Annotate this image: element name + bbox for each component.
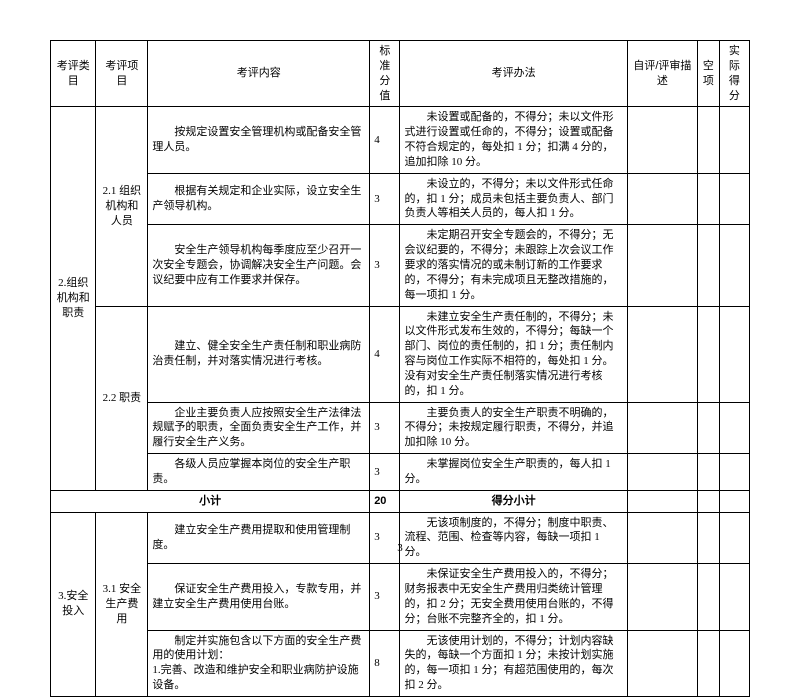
page-number: 3 [0,542,800,554]
content-cell: 安全生产领导机构每季度应至少召开一次安全专题会，协调解决安全生产问题。会议纪要中… [148,225,370,306]
self-cell [627,306,697,402]
method-cell: 未设立的，不得分；未以文件形式任命的，扣 1 分；成员未包括主要负责人、部门负责… [400,173,627,225]
empty-cell [698,107,720,173]
actual-cell [719,564,749,630]
content-cell: 制定并实施包含以下方面的安全生产费用的使用计划： 1.完善、改造和维护安全和职业… [148,630,370,696]
empty-cell [698,173,720,225]
actual-cell [719,107,749,173]
content-cell: 保证安全生产费用投入，专款专用，并建立安全生产费用使用台账。 [148,564,370,630]
th-item: 考评项目 [96,41,148,107]
table-row: 制定并实施包含以下方面的安全生产费用的使用计划： 1.完善、改造和维护安全和职业… [51,630,750,696]
content-cell: 企业主要负责人应按照安全生产法律法规赋予的职责，全面负责安全生产工作，并履行安全… [148,402,370,454]
content-cell: 按规定设置安全管理机构或配备安全管理人员。 [148,107,370,173]
th-score: 标准分值 [370,41,400,107]
score-cell: 8 [370,630,400,696]
actual-cell [719,225,749,306]
self-cell [627,512,697,564]
empty-cell [698,630,720,696]
empty-cell [698,306,720,402]
method-cell: 未建立安全生产责任制的，不得分；未以文件形式发布生效的，不得分；每缺一个部门、岗… [400,306,627,402]
score-cell: 4 [370,107,400,173]
score-cell: 3 [370,512,400,564]
self-cell [627,564,697,630]
subtotal-method: 得分小计 [400,490,627,512]
category-cell: 3.安全投入 [51,512,96,696]
th-category: 考评类目 [51,41,96,107]
method-cell: 无该使用计划的，不得分；计划内容缺失的，每缺一个方面扣 1 分；未按计划实施的，… [400,630,627,696]
method-cell: 无该项制度的，不得分；制度中职责、流程、范围、检查等内容，每缺一项扣 1 分。 [400,512,627,564]
empty-cell [698,564,720,630]
score-cell: 3 [370,564,400,630]
table-row: 3.安全投入 3.1 安全生产费用 建立安全生产费用提取和使用管理制度。 3 无… [51,512,750,564]
empty-cell [698,512,720,564]
self-cell [627,107,697,173]
method-cell: 未设置或配备的，不得分；未以文件形式进行设置或任命的，不得分；设置或配备不符合规… [400,107,627,173]
actual-cell [719,402,749,454]
content-cell: 各级人员应掌握本岗位的安全生产职责。 [148,454,370,491]
th-method: 考评办法 [400,41,627,107]
method-cell: 未掌握岗位安全生产职责的，每人扣 1 分。 [400,454,627,491]
subtotal-label: 小计 [51,490,370,512]
content-cell: 建立安全生产费用提取和使用管理制度。 [148,512,370,564]
table-row: 根据有关规定和企业实际，设立安全生产领导机构。 3 未设立的，不得分；未以文件形… [51,173,750,225]
score-cell: 3 [370,402,400,454]
score-cell: 3 [370,454,400,491]
table-row: 2.2 职责 建立、健全安全生产责任制和职业病防治责任制，并对落实情况进行考核。… [51,306,750,402]
self-cell [627,490,697,512]
empty-cell [698,402,720,454]
item-cell: 2.2 职责 [96,306,148,490]
actual-cell [719,306,749,402]
category-cell: 2.组织机构和职责 [51,107,96,490]
empty-cell [698,225,720,306]
table-row: 保证安全生产费用投入，专款专用，并建立安全生产费用使用台账。 3 未保证安全生产… [51,564,750,630]
subtotal-row: 小计 20 得分小计 [51,490,750,512]
score-cell: 4 [370,306,400,402]
table-row: 各级人员应掌握本岗位的安全生产职责。 3 未掌握岗位安全生产职责的，每人扣 1 … [51,454,750,491]
content-cell: 根据有关规定和企业实际，设立安全生产领导机构。 [148,173,370,225]
subtotal-score: 20 [370,490,400,512]
table-row: 企业主要负责人应按照安全生产法律法规赋予的职责，全面负责安全生产工作，并履行安全… [51,402,750,454]
method-cell: 未保证安全生产费用投入的，不得分；财务报表中无安全生产费用归类统计管理的，扣 2… [400,564,627,630]
th-content: 考评内容 [148,41,370,107]
th-actual: 实际得分 [719,41,749,107]
content-cell: 建立、健全安全生产责任制和职业病防治责任制，并对落实情况进行考核。 [148,306,370,402]
self-cell [627,173,697,225]
table-row: 2.组织机构和职责 2.1 组织机构和人员 按规定设置安全管理机构或配备安全管理… [51,107,750,173]
actual-cell [719,490,749,512]
table-row: 安全生产领导机构每季度应至少召开一次安全专题会，协调解决安全生产问题。会议纪要中… [51,225,750,306]
actual-cell [719,512,749,564]
empty-cell [698,490,720,512]
empty-cell [698,454,720,491]
actual-cell [719,173,749,225]
th-self: 自评/评审描述 [627,41,697,107]
method-cell: 未定期召开安全专题会的，不得分；无会议纪要的，不得分；未跟踪上次会议工作要求的落… [400,225,627,306]
self-cell [627,630,697,696]
actual-cell [719,630,749,696]
self-cell [627,402,697,454]
self-cell [627,454,697,491]
evaluation-table: 考评类目 考评项目 考评内容 标准分值 考评办法 自评/评审描述 空项 实际得分… [50,40,750,697]
method-cell: 主要负责人的安全生产职责不明确的，不得分；未按规定履行职责，不得分，并追加扣除 … [400,402,627,454]
self-cell [627,225,697,306]
score-cell: 3 [370,173,400,225]
score-cell: 3 [370,225,400,306]
item-cell: 3.1 安全生产费用 [96,512,148,696]
item-cell: 2.1 组织机构和人员 [96,107,148,306]
header-row: 考评类目 考评项目 考评内容 标准分值 考评办法 自评/评审描述 空项 实际得分 [51,41,750,107]
th-empty: 空项 [698,41,720,107]
actual-cell [719,454,749,491]
